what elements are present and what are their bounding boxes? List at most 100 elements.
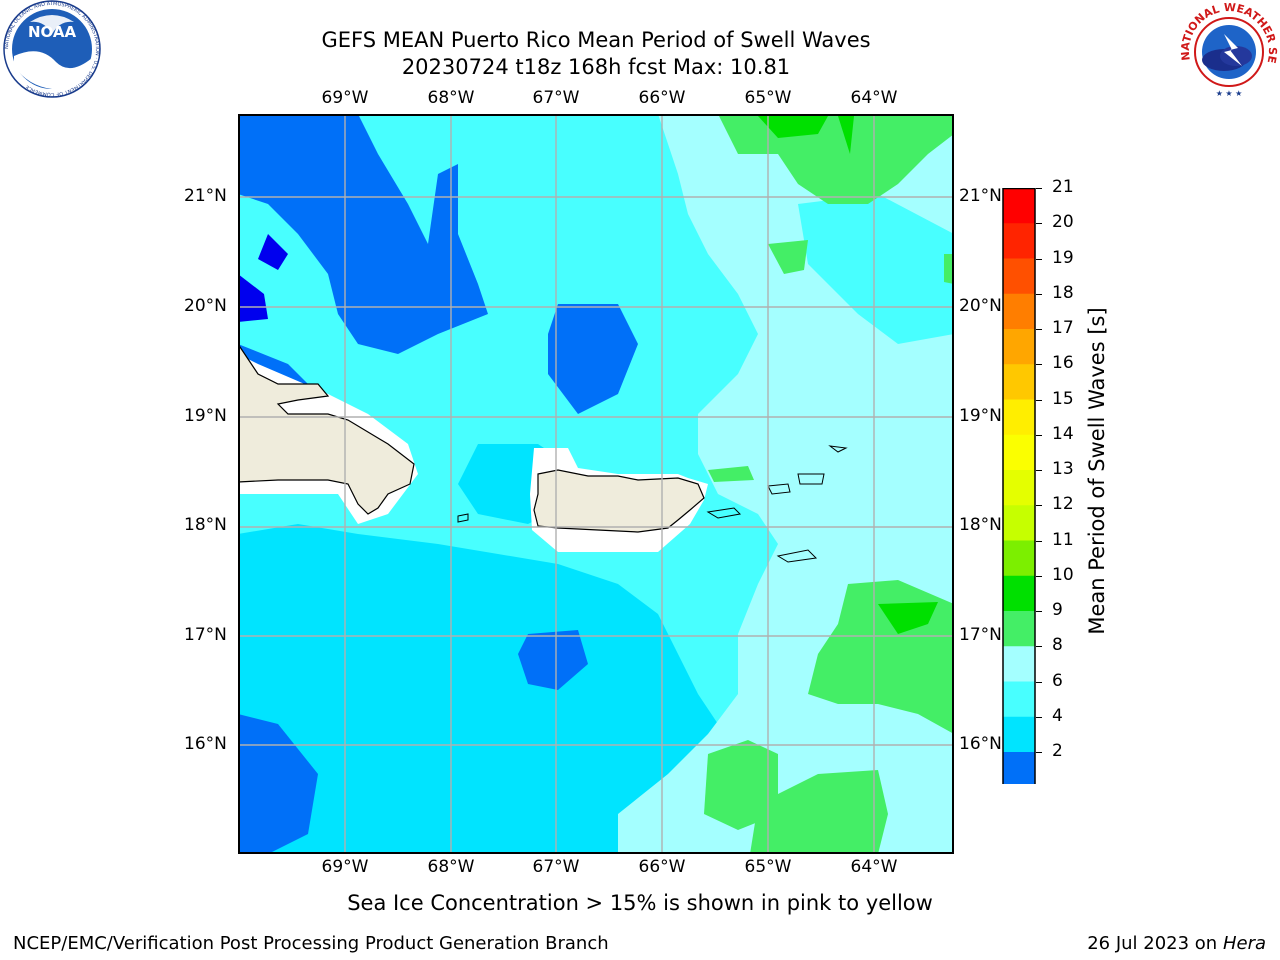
lon-label-bottom: 69°W	[321, 857, 369, 877]
island-st-croix	[776, 549, 818, 563]
colorbar-tick-label: 13	[1052, 459, 1074, 479]
colorbar-segment	[1003, 681, 1035, 718]
map-area	[238, 114, 954, 854]
island-anegada	[828, 445, 848, 453]
field-2-4-southwest	[238, 714, 318, 854]
map-frame	[238, 114, 954, 854]
lon-label-bottom: 66°W	[638, 857, 686, 877]
colorbar-tick-mark	[1036, 223, 1042, 225]
field-10-11-north	[758, 116, 828, 138]
colorbar-segment	[1003, 752, 1035, 788]
lat-label-left: 17°N	[184, 625, 227, 645]
colorbar-tick-mark	[1036, 752, 1042, 753]
lat-label-left: 18°N	[184, 515, 227, 535]
field-9-10-northeast	[768, 240, 808, 274]
lon-label-bottom: 65°W	[744, 857, 792, 877]
colorbar-tick-label: 14	[1052, 423, 1074, 444]
colorbar-tick-label: 17	[1052, 318, 1074, 338]
colorbar-tick-mark	[1036, 258, 1042, 260]
colorbar-tick-label: 9	[1052, 600, 1063, 620]
colorbar-tick-label: 11	[1052, 529, 1074, 550]
colorbar-segment	[1003, 188, 1035, 224]
lat-label-right: 19°N	[959, 406, 1002, 426]
footer-date-text: 26 Jul 2023 on	[1087, 933, 1223, 954]
field-below-2-b	[238, 274, 268, 322]
field-4-6-south	[238, 524, 798, 854]
field-10-11-southeast	[878, 602, 938, 634]
colorbar-tick-label: 10	[1052, 564, 1074, 585]
colorbar-tick-mark	[1036, 399, 1042, 401]
land-hispaniola	[238, 342, 415, 515]
footer-date: 26 Jul 2023 on Hera	[1087, 933, 1266, 954]
colorbar-segment	[1003, 293, 1035, 330]
noaa-logo-text: NOAA	[28, 23, 77, 41]
colorbar	[1002, 187, 1036, 817]
colorbar-tick-mark	[1036, 716, 1042, 718]
field-9-10-vieques	[708, 466, 754, 482]
colorbar-tick-label: 20	[1052, 212, 1074, 233]
colorbar-label: Mean Period of Swell Waves [s]	[1085, 307, 1109, 635]
sea-ice-note-text: Sea Ice Concentration > 15% is shown in …	[347, 891, 933, 915]
colorbar-segment	[1003, 329, 1035, 365]
colorbar-segment	[1003, 575, 1035, 612]
colorbar-tick-label: 6	[1052, 670, 1063, 691]
colorbar-segment	[1003, 434, 1035, 471]
chart-title-line-1: GEFS MEAN Puerto Rico Mean Period of Swe…	[321, 28, 871, 52]
colorbar-segment	[1003, 364, 1035, 400]
colorbar-svg	[1002, 187, 1036, 817]
colorbar-tick-label: 4	[1052, 705, 1063, 726]
colorbar-tick-label: 2	[1052, 741, 1063, 761]
lat-labels-right: 21°N 20°N 19°N 18°N 17°N 16°N	[958, 180, 1004, 760]
colorbar-tick-label: 21	[1052, 177, 1074, 197]
island-mona	[457, 513, 469, 523]
colorbar-segment	[1003, 540, 1035, 577]
swell-period-map	[238, 114, 954, 854]
colorbar-tick-label: 16	[1052, 353, 1074, 374]
footer-host: Hera	[1222, 933, 1266, 954]
lat-label-right: 16°N	[959, 734, 1002, 754]
field-below-2-a	[258, 234, 288, 270]
island-tortola	[797, 473, 825, 485]
colorbar-tick-mark	[1036, 364, 1042, 366]
chart-title-line-2: 20230724 t18z 168h fcst Max: 10.81	[401, 55, 791, 79]
field-2-4-northwest	[238, 114, 488, 354]
footer-branch: NCEP/EMC/Verification Post Processing Pr…	[13, 933, 609, 954]
field-9-10-edge	[944, 254, 954, 284]
lon-label-bottom: 64°W	[850, 857, 898, 877]
colorbar-segment	[1003, 470, 1035, 506]
lat-label-right: 17°N	[959, 625, 1002, 645]
nws-stars: ★ ★ ★	[1216, 89, 1243, 98]
island-vieques	[706, 507, 742, 519]
colorbar-segment	[1003, 611, 1035, 647]
field-2-4-central	[548, 304, 638, 414]
lon-label-top: 69°W	[321, 88, 369, 108]
colorbar-segment	[1003, 505, 1035, 541]
colorbar-segment	[1003, 716, 1035, 753]
colorbar-tick-mark	[1036, 646, 1042, 648]
colorbar-segment	[1003, 258, 1035, 295]
colorbar-tick-label: 12	[1052, 494, 1074, 515]
colorbar-tick-mark	[1036, 434, 1042, 436]
colorbar-tick-mark	[1036, 329, 1042, 330]
lon-label-top: 66°W	[638, 88, 686, 108]
lat-label-right: 18°N	[959, 515, 1002, 535]
noaa-logo: NOAA NATIONAL OCEANIC AND ATMOSPHERIC AD…	[0, 0, 104, 100]
colorbar-tick-label: 15	[1052, 388, 1074, 409]
lat-label-right: 21°N	[959, 186, 1002, 206]
colorbar-tick-label: 8	[1052, 635, 1063, 656]
colorbar-ticks: 21 20 19 18 17 16 15 14 13 12 11 10 9 8 6 4 2	[1036, 177, 1090, 768]
lat-label-left: 20°N	[184, 296, 227, 316]
colorbar-tick-mark	[1036, 611, 1042, 612]
colorbar-tick-label: 19	[1052, 247, 1074, 268]
colorbar-tick-mark	[1036, 540, 1042, 542]
lat-label-left: 21°N	[184, 186, 227, 206]
lon-label-bottom: 68°W	[427, 857, 475, 877]
colorbar-tick-mark	[1036, 681, 1042, 683]
lon-label-top: 67°W	[532, 88, 580, 108]
colorbar-tick-mark	[1036, 575, 1042, 577]
field-2-4-south	[518, 630, 588, 690]
colorbar-segment	[1003, 223, 1035, 259]
colorbar-tick-mark	[1036, 293, 1042, 295]
field-9-10-south-b	[750, 770, 888, 854]
lon-label-top: 64°W	[850, 88, 898, 108]
